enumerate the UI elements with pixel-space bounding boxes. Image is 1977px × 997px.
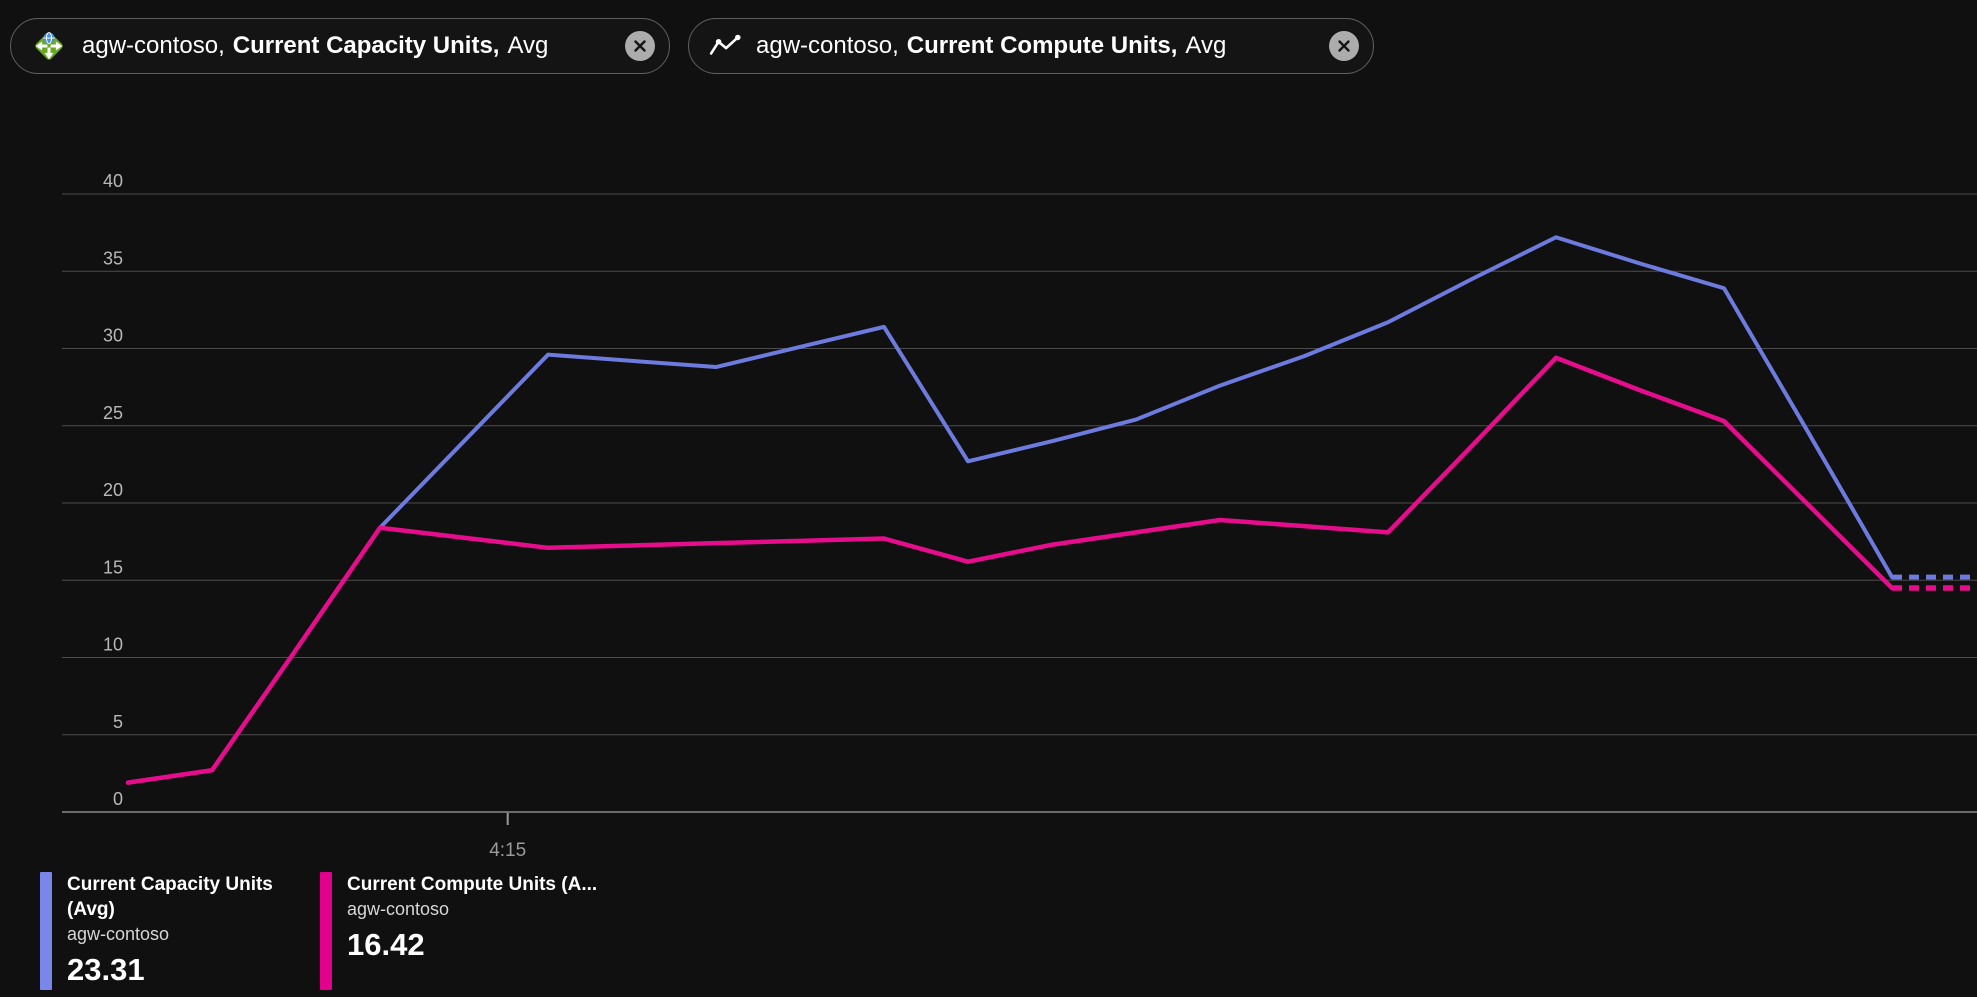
metric-pill-capacity-units[interactable]: agw-contoso, Current Capacity Units, Avg: [10, 18, 670, 74]
y-axis-tick-label: 15: [103, 557, 123, 577]
close-icon: [1338, 40, 1350, 52]
y-axis-tick-label: 10: [103, 635, 123, 655]
app-gateway-icon: [31, 28, 67, 64]
legend-metric-value: 23.31: [67, 952, 145, 987]
pill-resource-name: agw-contoso,: [756, 32, 899, 59]
pill-aggregation: Avg: [507, 32, 549, 59]
legend-color-bar: [320, 872, 332, 990]
x-axis-tick-label: 4:15: [489, 840, 526, 861]
pill-metric-name: Current Capacity Units,: [232, 32, 500, 59]
legend-item-compute-units[interactable]: Current Compute Units (A... agw-contoso …: [320, 872, 597, 990]
pill-aggregation: Avg: [1185, 32, 1227, 59]
series-line: [126, 235, 1894, 785]
pill-resource-name: agw-contoso,: [82, 32, 225, 59]
series-line: [125, 355, 1895, 785]
y-axis-tick-label: 20: [103, 480, 123, 500]
metrics-line-icon: [709, 33, 741, 59]
chart-legend: Current Capacity Units (Avg) agw-contoso…: [40, 872, 597, 990]
legend-item-capacity-units[interactable]: Current Capacity Units (Avg) agw-contoso…: [40, 872, 320, 990]
remove-metric-button[interactable]: [1329, 31, 1359, 61]
y-axis-tick-label: 35: [103, 248, 123, 268]
legend-resource-name: agw-contoso: [347, 899, 450, 919]
y-axis-tick-label: 25: [103, 403, 123, 423]
metric-pills: agw-contoso, Current Capacity Units, Avg…: [10, 18, 1374, 74]
legend-metric-title: Current Capacity Units (Avg): [67, 874, 273, 920]
pill-metric-name: Current Compute Units,: [906, 32, 1178, 59]
legend-color-bar: [40, 872, 52, 990]
y-axis-tick-label: 30: [103, 326, 123, 346]
legend-metric-value: 16.42: [347, 927, 425, 962]
legend-metric-title: Current Compute Units (A...: [347, 874, 598, 895]
y-axis-tick-label: 0: [113, 789, 123, 809]
y-axis-tick-label: 40: [103, 171, 123, 191]
legend-resource-name: agw-contoso: [67, 924, 170, 944]
y-axis-tick-label: 5: [113, 712, 123, 732]
remove-metric-button[interactable]: [625, 31, 655, 61]
close-icon: [634, 40, 646, 52]
metric-pill-compute-units[interactable]: agw-contoso, Current Compute Units, Avg: [688, 18, 1374, 74]
